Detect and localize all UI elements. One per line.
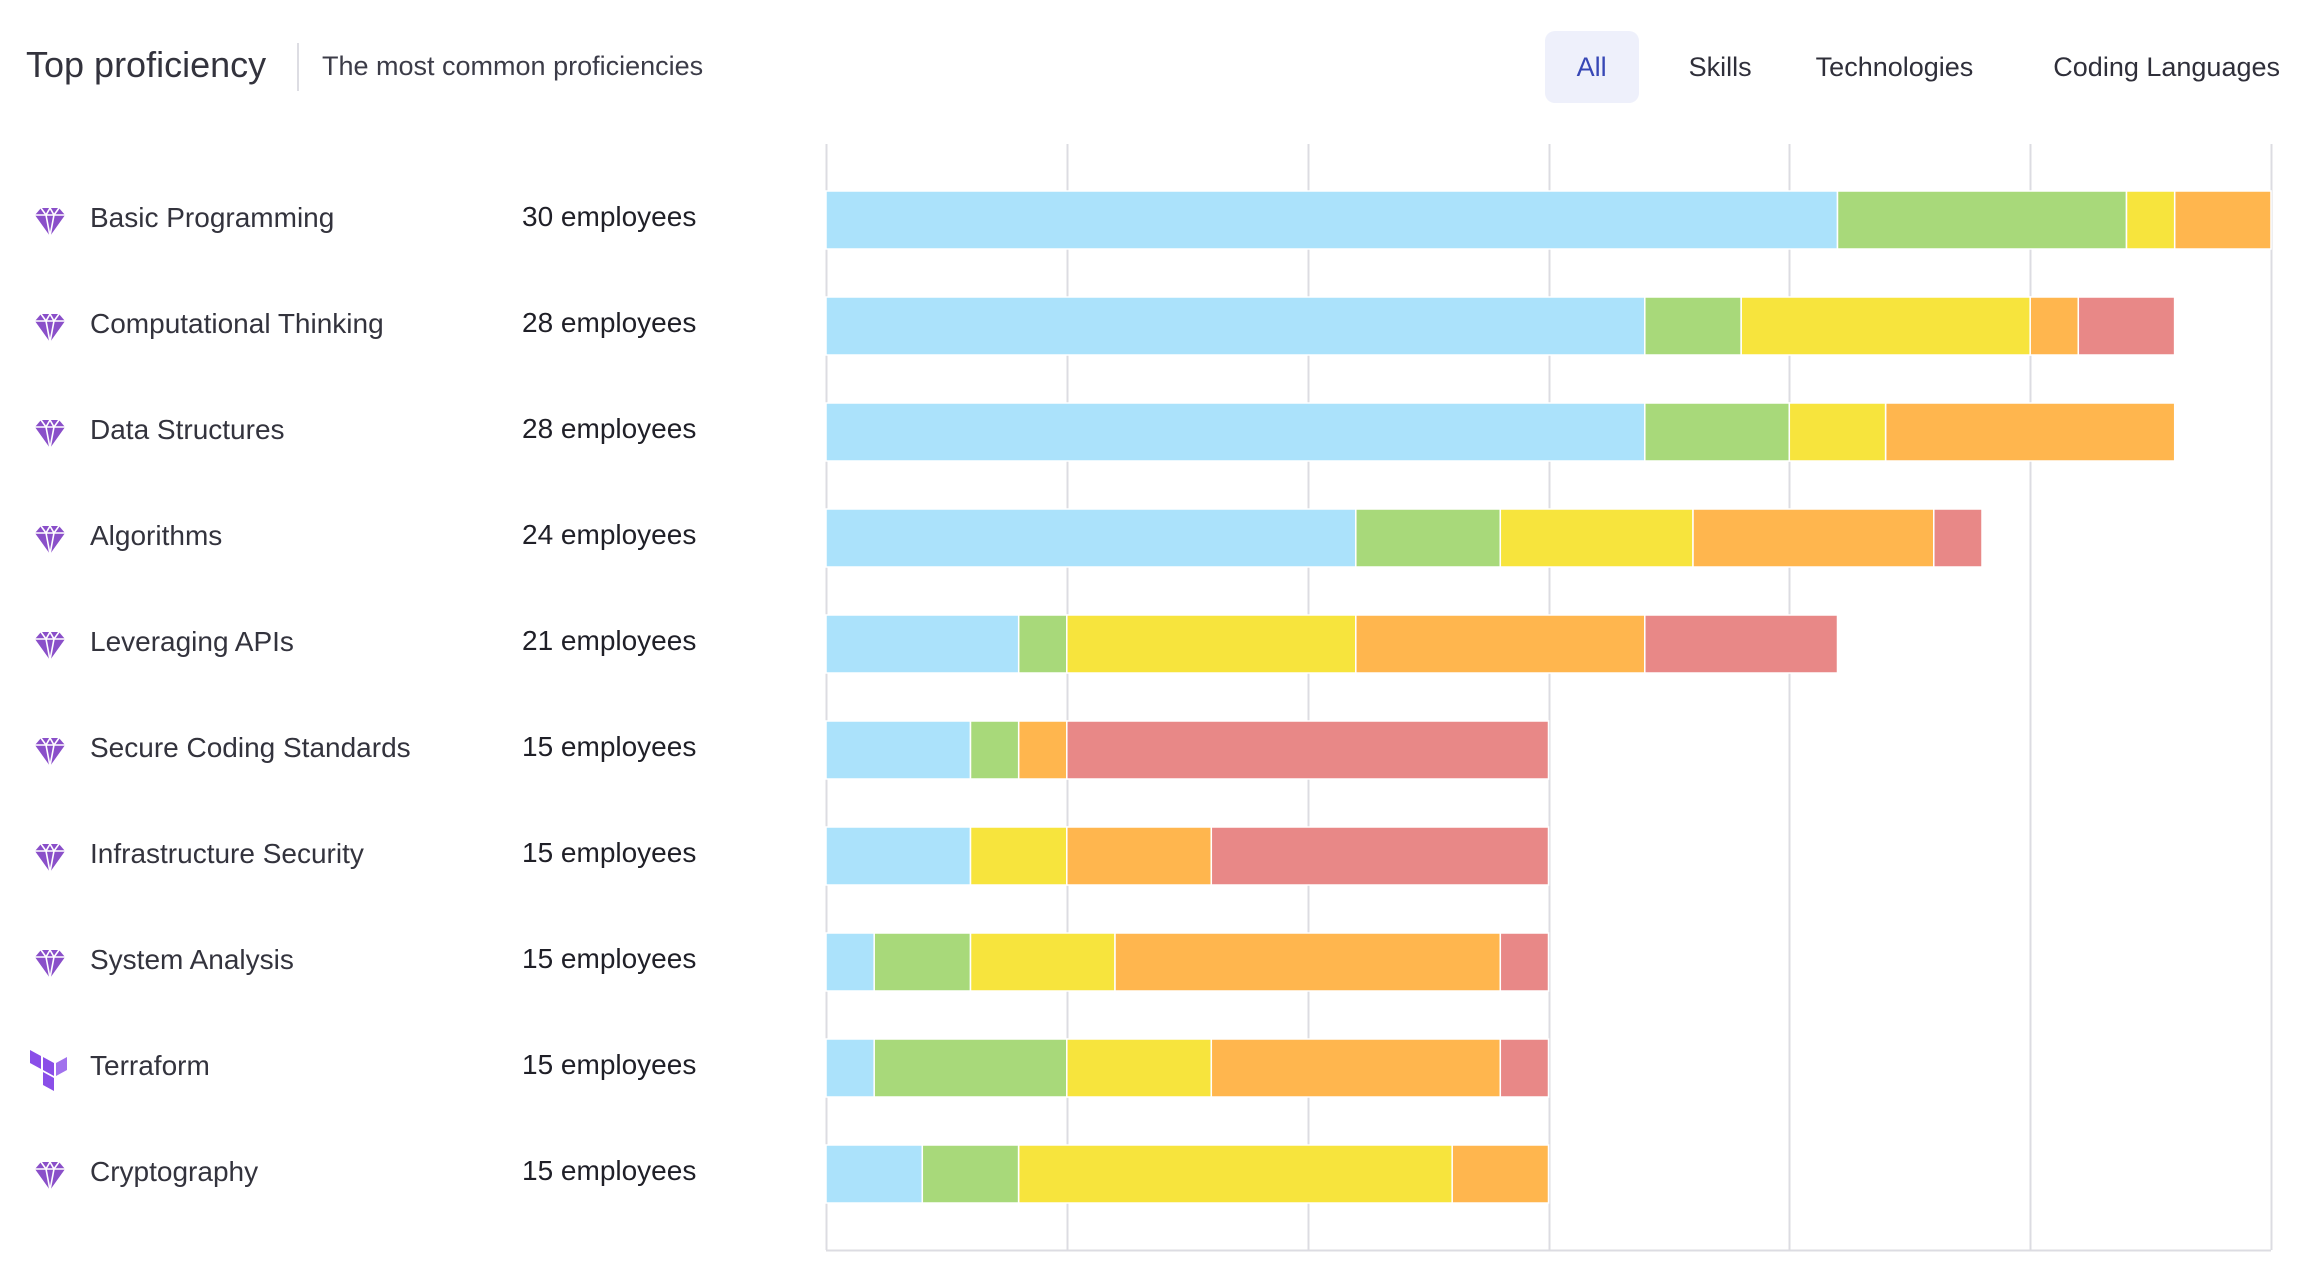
header-divider	[297, 43, 299, 91]
proficiency-name: Cryptography	[90, 1156, 259, 1187]
bar-segment[interactable]	[1933, 508, 1983, 568]
employee-count: 15 employees	[522, 837, 697, 868]
bar-segment[interactable]	[2125, 190, 2176, 250]
bars	[825, 190, 2272, 1204]
bar-segment[interactable]	[1644, 614, 1839, 674]
proficiency-row[interactable]: Data Structures 28 employees	[0, 400, 800, 460]
bar-segment[interactable]	[825, 826, 972, 886]
bar-segment[interactable]	[969, 932, 1116, 992]
bar-segment[interactable]	[825, 720, 972, 780]
bar-segment[interactable]	[873, 932, 972, 992]
proficiency-row[interactable]: System Analysis 15 employees	[0, 930, 800, 990]
bar-segment[interactable]	[1066, 614, 1357, 674]
employee-count: 28 employees	[522, 307, 697, 338]
filter-tabs: All Skills Technologies Coding Languages	[1544, 31, 2284, 103]
proficiency-name: System Analysis	[90, 944, 294, 975]
tab-coding-languages[interactable]: Coding Languages	[2053, 52, 2280, 82]
bar-segment[interactable]	[1499, 508, 1694, 568]
proficiency-row[interactable]: Infrastructure Security 15 employees	[0, 824, 800, 884]
gem-icon	[28, 412, 72, 456]
proficiency-name: Secure Coding Standards	[90, 732, 411, 763]
bar-segment[interactable]	[1355, 508, 1502, 568]
gem-icon	[28, 1154, 72, 1198]
employee-count: 15 employees	[522, 731, 697, 762]
proficiency-row[interactable]: Secure Coding Standards 15 employees	[0, 718, 800, 778]
proficiency-name: Infrastructure Security	[90, 838, 364, 869]
terraform-icon	[28, 1048, 72, 1092]
bar-segment[interactable]	[825, 1038, 875, 1098]
gem-icon	[28, 624, 72, 668]
bar-segment[interactable]	[1210, 1038, 1502, 1098]
bar-segment[interactable]	[825, 296, 1646, 356]
chart-header: Top proficiency The most common proficie…	[0, 0, 2312, 140]
bar-segment[interactable]	[1692, 508, 1935, 568]
bar-segment[interactable]	[1355, 614, 1646, 674]
proficiency-row[interactable]: Terraform 15 employees	[0, 1036, 800, 1096]
tab-all[interactable]: All	[1544, 31, 1639, 103]
bar-segment[interactable]	[2029, 296, 2080, 356]
proficiency-row[interactable]: Algorithms 24 employees	[0, 506, 800, 566]
bar-segment[interactable]	[1499, 1038, 1550, 1098]
bar-segment[interactable]	[1884, 402, 2176, 462]
employee-count: 30 employees	[522, 201, 697, 232]
bar-segment[interactable]	[969, 826, 1068, 886]
page-title: Top proficiency	[26, 44, 267, 85]
employee-count: 15 employees	[522, 943, 697, 974]
bar-segment[interactable]	[1017, 720, 1068, 780]
bar-segment[interactable]	[2077, 296, 2176, 356]
proficiency-name: Leveraging APIs	[90, 626, 294, 657]
employee-count: 28 employees	[522, 413, 697, 444]
bar-segment[interactable]	[1114, 932, 1502, 992]
bar-segment[interactable]	[1066, 720, 1550, 780]
bar-segment[interactable]	[873, 1038, 1068, 1098]
bar-segment[interactable]	[1017, 614, 1068, 674]
bar-segment[interactable]	[1788, 402, 1887, 462]
proficiency-row[interactable]: Leveraging APIs 21 employees	[0, 612, 800, 672]
bar-segment[interactable]	[825, 1144, 924, 1204]
bar-segment[interactable]	[1066, 1038, 1213, 1098]
bar-segment[interactable]	[825, 190, 1839, 250]
proficiency-name: Algorithms	[90, 520, 223, 551]
tab-technologies[interactable]: Technologies	[1815, 52, 1974, 82]
bar-segment[interactable]	[1644, 296, 1742, 356]
employee-count: 15 employees	[522, 1155, 697, 1186]
proficiency-row[interactable]: Cryptography 15 employees	[0, 1142, 800, 1202]
gem-icon	[28, 306, 72, 350]
bar-segment[interactable]	[2173, 190, 2272, 250]
proficiency-row[interactable]: Basic Programming 30 employees	[0, 188, 800, 248]
bar-segment[interactable]	[1017, 1144, 1453, 1204]
bar-segment[interactable]	[825, 402, 1646, 462]
bar-segment[interactable]	[1644, 402, 1791, 462]
gem-icon	[28, 730, 72, 774]
gem-icon	[28, 200, 72, 244]
bar-segment[interactable]	[969, 720, 1020, 780]
bar-segment[interactable]	[825, 508, 1357, 568]
proficiency-name: Terraform	[90, 1050, 210, 1081]
bar-segment[interactable]	[825, 932, 875, 992]
proficiency-name: Data Structures	[90, 414, 285, 445]
proficiency-row[interactable]: Computational Thinking 28 employees	[0, 294, 800, 354]
employee-count: 21 employees	[522, 625, 697, 656]
gem-icon	[28, 942, 72, 986]
bar-segment[interactable]	[921, 1144, 1020, 1204]
bar-segment[interactable]	[825, 614, 1020, 674]
proficiency-name: Basic Programming	[90, 202, 335, 233]
page-subtitle: The most common proficiencies	[322, 51, 704, 81]
gem-icon	[28, 518, 72, 562]
bar-segment[interactable]	[1451, 1144, 1550, 1204]
bar-segment[interactable]	[1836, 190, 2128, 250]
bar-segment[interactable]	[1740, 296, 2031, 356]
bar-segment[interactable]	[1499, 932, 1550, 992]
proficiency-name: Computational Thinking	[90, 308, 384, 339]
tab-skills[interactable]: Skills	[1688, 52, 1752, 82]
bar-segment[interactable]	[1066, 826, 1213, 886]
employee-count: 15 employees	[522, 1049, 697, 1080]
employee-count: 24 employees	[522, 519, 697, 550]
bar-segment[interactable]	[1210, 826, 1550, 886]
gem-icon	[28, 836, 72, 880]
